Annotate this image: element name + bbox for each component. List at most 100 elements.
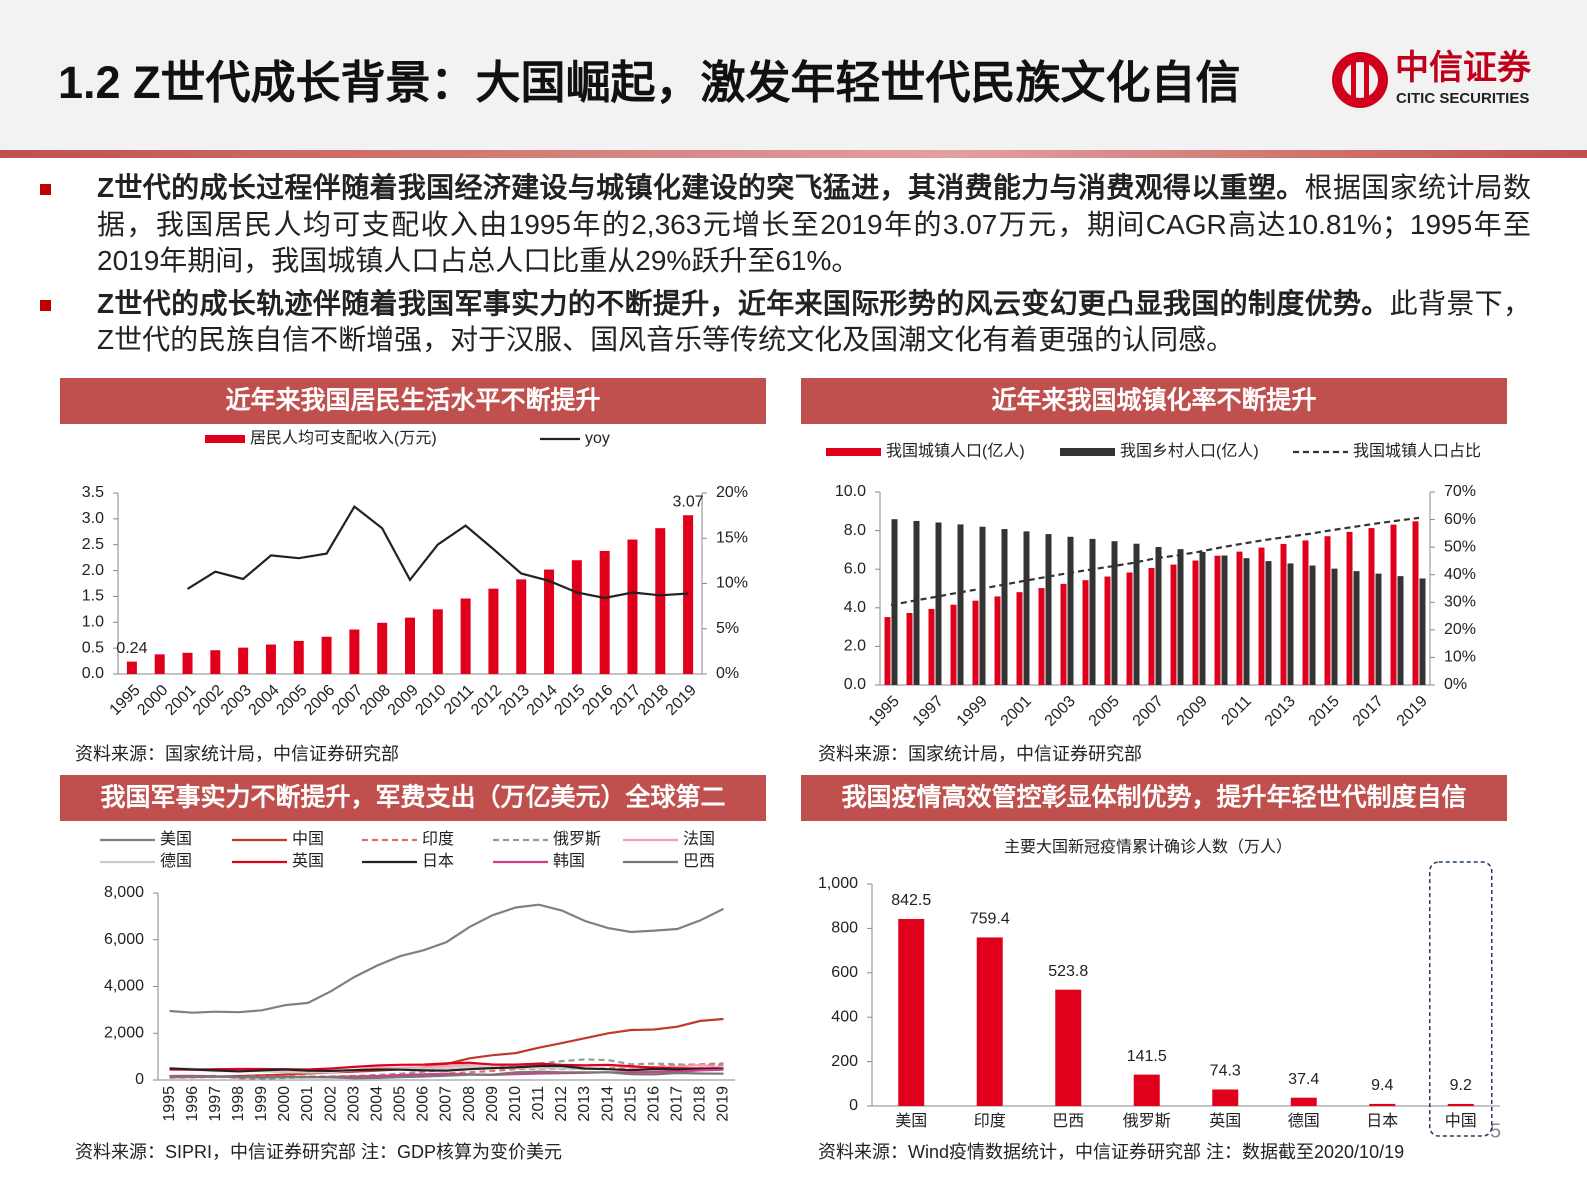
data-label: 141.5 bbox=[1127, 1048, 1167, 1065]
x-tick-label: 1995 bbox=[161, 1086, 178, 1122]
line-series bbox=[169, 1064, 724, 1073]
bar bbox=[1133, 543, 1140, 685]
x-tick-label: 2001 bbox=[299, 1086, 316, 1122]
x-tick-label: 2005 bbox=[392, 1086, 409, 1122]
bar bbox=[265, 644, 276, 674]
bar bbox=[321, 636, 332, 674]
y-tick-label: 2,000 bbox=[104, 1024, 144, 1041]
bar bbox=[349, 629, 360, 674]
x-tick-label: 2014 bbox=[599, 1086, 616, 1122]
bar bbox=[1038, 588, 1045, 685]
x-tick-label: 2014 bbox=[524, 682, 561, 719]
y2-tick-label: 15% bbox=[716, 529, 748, 546]
legend-label: 英国 bbox=[292, 852, 324, 870]
y2-tick-label: 0% bbox=[1444, 676, 1467, 693]
bar bbox=[979, 526, 986, 685]
x-tick-label: 2006 bbox=[301, 682, 338, 719]
panel-banner bbox=[801, 378, 1507, 424]
x-tick-label: 2017 bbox=[607, 682, 644, 719]
bar bbox=[972, 600, 979, 685]
header-bg bbox=[0, 0, 1587, 150]
x-tick-label: 2013 bbox=[576, 1086, 593, 1122]
x-tick-label: 2008 bbox=[357, 682, 394, 719]
y2-tick-label: 70% bbox=[1444, 483, 1476, 500]
y2-tick-label: 40% bbox=[1444, 566, 1476, 583]
y2-tick-label: 10% bbox=[716, 575, 748, 592]
logo: 中信证券 CITIC SECURITIES bbox=[1332, 49, 1532, 108]
x-tick-label: 俄罗斯 bbox=[1123, 1112, 1171, 1130]
bar bbox=[599, 550, 610, 674]
bar bbox=[1368, 528, 1375, 685]
y-tick-label: 0 bbox=[849, 1097, 858, 1114]
bar bbox=[405, 617, 415, 674]
x-tick-label: 日本 bbox=[1366, 1112, 1398, 1130]
source-note: 资料来源：国家统计局，中信证券研究部 bbox=[75, 744, 399, 764]
x-tick-label: 2008 bbox=[461, 1086, 478, 1122]
bar bbox=[1353, 571, 1360, 685]
y-tick-label: 1,000 bbox=[818, 875, 858, 892]
x-tick-label: 2011 bbox=[1218, 693, 1254, 729]
x-tick-label: 1998 bbox=[230, 1086, 247, 1122]
x-tick-label: 2013 bbox=[1262, 693, 1299, 730]
bar bbox=[377, 622, 388, 674]
y-tick-label: 0.0 bbox=[82, 665, 104, 682]
bar bbox=[1212, 1089, 1239, 1106]
bar bbox=[1346, 531, 1353, 685]
bar bbox=[950, 604, 957, 685]
bar bbox=[957, 524, 964, 685]
bullet-list: Z世代的成长过程伴随着我国经济建设与城镇化建设的突飞猛进，其消费能力与消费观得以… bbox=[36, 170, 1531, 365]
bar bbox=[683, 515, 694, 674]
x-tick-label: 2017 bbox=[1350, 693, 1387, 730]
y-tick-label: 800 bbox=[831, 920, 858, 937]
bar bbox=[1067, 536, 1074, 685]
bar bbox=[1280, 543, 1287, 685]
data-label: 759.4 bbox=[970, 911, 1010, 928]
x-tick-label: 中国 bbox=[1445, 1112, 1477, 1130]
x-tick-label: 1995 bbox=[866, 693, 903, 730]
chart-subtitle: 主要大国新冠疫情累计确诊人数（万人） bbox=[1004, 838, 1292, 856]
panel-title: 近年来我国居民生活水平不断提升 bbox=[225, 386, 600, 415]
legend-label: 日本 bbox=[422, 852, 454, 870]
panel-title: 近年来我国城镇化率不断提升 bbox=[991, 386, 1316, 415]
x-tick-label: 2013 bbox=[496, 682, 533, 719]
legend-label: 韩国 bbox=[553, 852, 585, 870]
x-tick-label: 2012 bbox=[553, 1086, 570, 1122]
bar bbox=[1148, 568, 1155, 685]
bar bbox=[1111, 541, 1118, 685]
bar bbox=[1331, 568, 1338, 685]
bar bbox=[1265, 561, 1272, 685]
y-tick-label: 0 bbox=[135, 1071, 144, 1088]
bar bbox=[460, 598, 471, 674]
bar bbox=[884, 617, 891, 685]
bar bbox=[1133, 1074, 1160, 1106]
line-series bbox=[890, 516, 1420, 607]
legend-swatch bbox=[1060, 448, 1115, 456]
y-tick-label: 0.5 bbox=[82, 639, 104, 656]
bar bbox=[898, 918, 925, 1106]
x-tick-label: 2007 bbox=[329, 682, 366, 719]
bar bbox=[1375, 573, 1382, 685]
x-tick-label: 2009 bbox=[385, 682, 422, 719]
data-label: 74.3 bbox=[1210, 1063, 1241, 1080]
panel-banner bbox=[60, 775, 766, 821]
bar bbox=[1302, 540, 1309, 685]
x-tick-label: 2018 bbox=[692, 1086, 709, 1122]
y-tick-label: 8,000 bbox=[104, 884, 144, 901]
bar bbox=[655, 528, 666, 674]
panel-title: 我国疫情高效管控彰显体制优势，提升年轻世代制度自信 bbox=[841, 783, 1466, 812]
x-tick-label: 2009 bbox=[484, 1086, 501, 1122]
y2-tick-label: 10% bbox=[1444, 649, 1476, 666]
x-tick-label: 2002 bbox=[190, 682, 227, 719]
panel-banner bbox=[60, 378, 766, 424]
bullet-text: 此背景下，Z世代的民族自信不断增强，对于汉服、国风音乐等传统文化及国潮文化有着更… bbox=[97, 287, 1531, 356]
line-series bbox=[186, 504, 689, 600]
bar bbox=[1001, 529, 1008, 685]
x-tick-label: 2019 bbox=[715, 1086, 732, 1122]
bar bbox=[976, 937, 1003, 1106]
x-tick-label: 2003 bbox=[345, 1086, 362, 1122]
y-tick-label: 6.0 bbox=[844, 560, 866, 577]
line-series bbox=[169, 903, 724, 1014]
y-tick-label: 10.0 bbox=[835, 483, 866, 500]
x-tick-label: 2007 bbox=[438, 1086, 455, 1122]
